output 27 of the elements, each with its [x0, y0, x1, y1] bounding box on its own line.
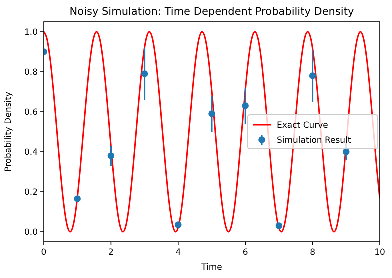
- y-tick-label: 1.0: [24, 28, 38, 38]
- y-tick-label: 0.0: [24, 228, 38, 238]
- point: [309, 72, 316, 80]
- y-axis-title: Probability Density: [4, 92, 14, 172]
- chart-title: Noisy Simulation: Time Dependent Probability Density: [70, 6, 354, 18]
- point: [343, 148, 350, 156]
- x-tick-label: 6: [242, 248, 248, 258]
- line-series: [44, 31, 380, 233]
- x-tick-label: 0: [41, 248, 47, 258]
- point: [141, 70, 148, 78]
- legend-label: Simulation Result: [277, 136, 352, 146]
- point: [108, 152, 115, 160]
- point: [175, 222, 182, 228]
- point: [74, 196, 81, 202]
- point: [208, 110, 216, 118]
- x-tick-label: 4: [176, 248, 182, 258]
- y-tick-label: 0.6: [24, 108, 38, 118]
- y-tick-label: 0.2: [24, 188, 38, 198]
- x-tick-label: 10: [374, 248, 386, 258]
- x-tick-label: 2: [108, 248, 114, 258]
- x-axis-title: Time: [200, 263, 222, 273]
- y-tick-label: 0.4: [24, 148, 38, 158]
- point: [242, 102, 249, 110]
- point: [276, 222, 283, 230]
- y-tick-label: 0.8: [24, 68, 38, 78]
- legend-label: Exact Curve: [277, 121, 328, 131]
- x-tick-label: 8: [310, 248, 316, 258]
